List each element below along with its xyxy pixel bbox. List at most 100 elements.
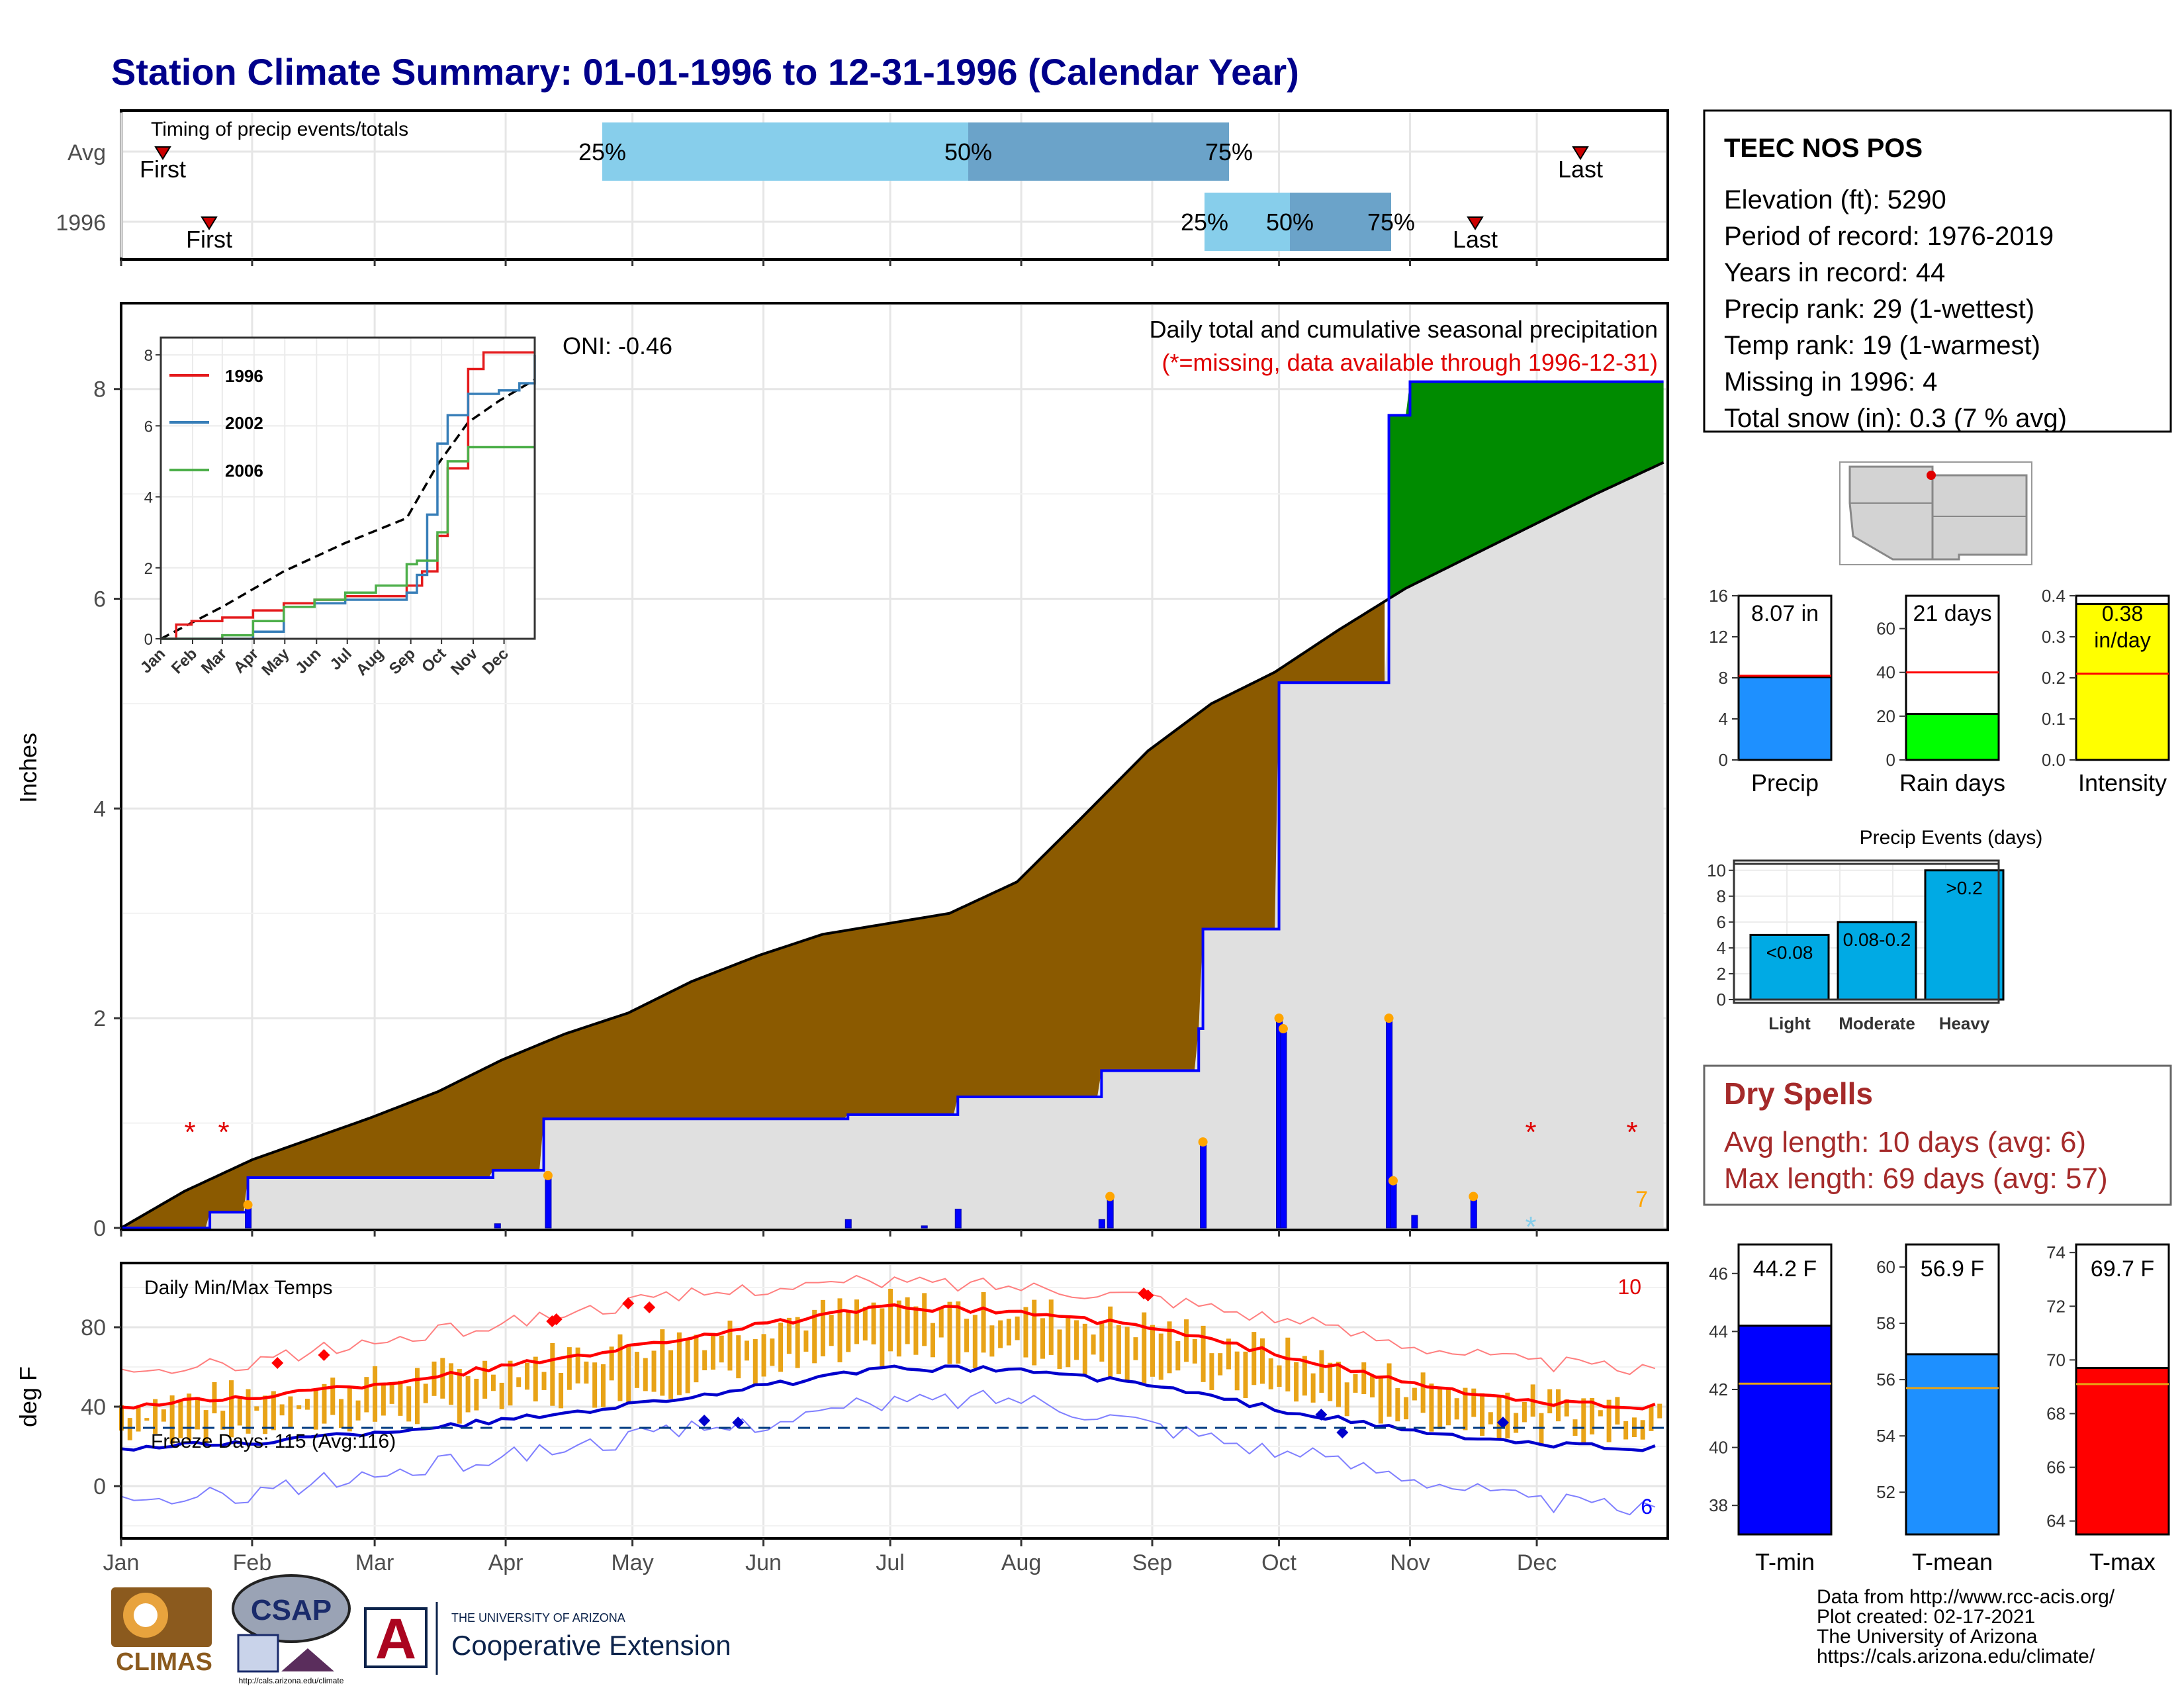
- dry-spells-title: Dry Spells: [1724, 1076, 1873, 1111]
- temp-panel-label: Daily Min/Max Temps: [144, 1277, 333, 1299]
- temp-y-tick: 0: [93, 1474, 106, 1499]
- daily-temp-bar: [956, 1301, 961, 1364]
- temp-y-tick: 80: [81, 1315, 106, 1340]
- daily-temp-bar: [964, 1319, 970, 1352]
- daily-precip-bar: [1411, 1215, 1418, 1229]
- legend-label-1996: 1996: [225, 366, 263, 386]
- svg-text:*: *: [1525, 1116, 1536, 1149]
- year-pct-75: 75%: [1367, 209, 1415, 236]
- daily-temp-bar: [719, 1335, 724, 1363]
- daily-temp-bar: [660, 1329, 665, 1396]
- avg-last-label: Last: [1558, 156, 1603, 183]
- daily-precip-bar: [494, 1223, 501, 1229]
- daily-temp-bar: [609, 1346, 614, 1381]
- credit-data-source: Data from http://www.rcc-acis.org/: [1817, 1586, 2115, 1608]
- events-category: Moderate: [1839, 1013, 1915, 1033]
- summary-bar-tick: 12: [1709, 627, 1728, 647]
- precip-y-axis-label: Inches: [15, 733, 42, 803]
- daily-temp-bar: [263, 1395, 268, 1434]
- daily-temp-bar: [482, 1360, 488, 1399]
- timing-label: Timing of precip events/totals: [151, 118, 408, 140]
- daily-temp-bar: [1201, 1325, 1206, 1382]
- daily-temp-bar: [203, 1410, 208, 1443]
- climas-logo: CLIMAS: [111, 1587, 212, 1676]
- daily-temp-bar: [1581, 1398, 1586, 1444]
- svg-text:A: A: [375, 1607, 416, 1671]
- precip-y-tick: 8: [93, 377, 106, 402]
- daily-temp-bar: [1623, 1421, 1629, 1440]
- daily-temp-bar: [829, 1315, 834, 1346]
- daily-temp-bar: [1657, 1403, 1662, 1419]
- svg-text:http://cals.arizona.edu/climat: http://cals.arizona.edu/climate: [239, 1676, 344, 1685]
- daily-temp-bar: [136, 1405, 141, 1432]
- inset-y-tick: 2: [144, 560, 153, 578]
- daily-temp-bar: [896, 1300, 901, 1357]
- logos: CLIMAS CSAP http://cals.arizona.edu/clim…: [111, 1574, 731, 1685]
- station-snow: Total snow (in): 0.3 (7 % avg): [1724, 404, 2067, 433]
- missing-markers: * * * * *: [184, 1116, 1637, 1243]
- station-precip-rank: Precip rank: 29 (1-wettest): [1724, 295, 2034, 324]
- oni-value: ONI: -0.46: [563, 332, 672, 359]
- daily-temp-bar: [524, 1362, 529, 1390]
- daily-temp-bar: [989, 1325, 995, 1357]
- daily-temp-bar: [550, 1342, 555, 1406]
- summary-bar-fill: [1905, 713, 2000, 761]
- temp-bar-fill: [1737, 1325, 1833, 1536]
- daily-temp-bar: [1184, 1319, 1189, 1362]
- daily-temp-bar: [1387, 1363, 1392, 1417]
- inset-y-tick: 8: [144, 347, 153, 365]
- daily-temp-bar: [761, 1334, 766, 1377]
- record-high-marker: [318, 1349, 330, 1361]
- temp-bar-value: 44.2 F: [1753, 1256, 1817, 1282]
- daily-temp-bar: [1057, 1329, 1062, 1369]
- daily-temp-bar: [1218, 1353, 1223, 1376]
- daily-temp-bar: [304, 1399, 310, 1410]
- events-bar-light: [1749, 933, 1830, 1001]
- timing-row-avg: Avg: [68, 140, 106, 165]
- daily-temp-bar: [355, 1400, 361, 1421]
- temp-y-axis-label: deg F: [15, 1366, 42, 1427]
- record-min-line: [120, 1389, 1656, 1516]
- daily-temp-bar: [1590, 1397, 1595, 1434]
- temp-bar-tick: 68: [2046, 1404, 2066, 1424]
- daily-temp-bar: [161, 1409, 166, 1422]
- avg-last-marker: [1572, 146, 1589, 160]
- daily-temp-bar: [389, 1382, 394, 1404]
- summary-bar-tick: 0.4: [2042, 586, 2066, 606]
- daily-temp-bar: [702, 1350, 707, 1371]
- daily-temp-bar: [1496, 1397, 1502, 1441]
- daily-temp-bar: [710, 1333, 715, 1370]
- daily-temp-bar: [322, 1383, 327, 1424]
- temp-bar-label: T-mean: [1912, 1548, 1993, 1575]
- daily-temp-bar: [1023, 1307, 1028, 1358]
- daily-temp-bar: [1116, 1325, 1121, 1374]
- temp-bar-tick: 64: [2046, 1511, 2066, 1531]
- record-high-marker: [550, 1313, 563, 1325]
- daily-temp-bar: [1066, 1316, 1071, 1368]
- daily-temp-bar: [254, 1406, 259, 1411]
- daily-temp-bar: [1480, 1393, 1485, 1436]
- daily-temp-bar: [1615, 1397, 1620, 1425]
- daily-temp-bar: [1167, 1321, 1172, 1374]
- daily-temp-bar: [1505, 1392, 1510, 1439]
- daily-temp-bar: [972, 1315, 978, 1368]
- temp-bar-label: T-min: [1755, 1548, 1815, 1575]
- temp-bar-tick: 38: [1709, 1495, 1728, 1515]
- summary-bar-tick: 16: [1709, 586, 1728, 606]
- daily-temp-bar: [998, 1320, 1003, 1348]
- daily-temp-bar: [195, 1397, 200, 1430]
- station-missing: Missing in 1996: 4: [1724, 367, 1937, 397]
- month-label: May: [611, 1550, 653, 1575]
- summary-bar-precip: 8.07 in 0 4 8 12 16 Precip: [1709, 586, 1833, 796]
- daily-temp-bar: [871, 1302, 876, 1344]
- daily-precip-bar: [1390, 1180, 1397, 1229]
- daily-temp-bar: [1006, 1319, 1011, 1346]
- temp-bar-fill: [1905, 1353, 2000, 1536]
- record-low-marker: [1336, 1427, 1349, 1438]
- events-bar-label: 0.08-0.2: [1843, 929, 1911, 950]
- summary-bar-value: 0.38: [2102, 602, 2143, 626]
- temp-bar-tick: 40: [1709, 1438, 1728, 1458]
- daily-temp-bar: [1260, 1338, 1265, 1384]
- summary-bar-label: Precip: [1751, 769, 1819, 796]
